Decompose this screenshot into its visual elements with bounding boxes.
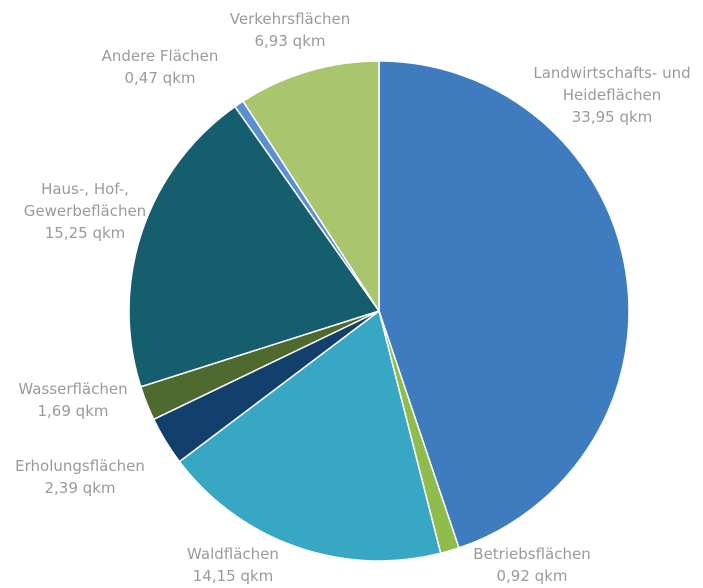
slice-label: Wasserflächen 1,69 qkm: [0, 378, 153, 422]
value-label: 2,39 qkm: [44, 479, 116, 497]
slice-label: Betriebsflächen 0,92 qkm: [452, 543, 612, 587]
value-label: 14,15 qkm: [192, 567, 274, 585]
slice-label: Haus-, Hof-, Gewerbeflächen 15,25 qkm: [20, 178, 150, 244]
value-label: 15,25 qkm: [44, 224, 126, 242]
category-name: Haus-, Hof-, Gewerbeflächen: [23, 180, 147, 220]
slice-label: Erholungsflächen 2,39 qkm: [0, 455, 165, 499]
category-name: Wasserflächen: [18, 380, 128, 398]
value-label: 0,92 qkm: [496, 567, 568, 585]
slice-label: Waldflächen 14,15 qkm: [153, 543, 313, 587]
slice-label: Landwirtschafts- und Heideflächen 33,95 q…: [522, 62, 702, 128]
value-label: 6,93 qkm: [254, 32, 326, 50]
slice-label: Verkehrsflächen 6,93 qkm: [205, 8, 375, 52]
pie-slice: [378, 60, 630, 549]
category-name: Betriebsflächen: [473, 545, 591, 563]
slice-label: Andere Flächen 0,47 qkm: [80, 45, 240, 89]
category-name: Erholungsflächen: [15, 457, 145, 475]
pie-slice: [178, 309, 442, 562]
value-label: 1,69 qkm: [37, 402, 109, 420]
pie-slice: [242, 60, 380, 314]
category-name: Landwirtschafts- und Heideflächen: [533, 64, 691, 104]
category-name: Andere Flächen: [101, 47, 219, 65]
category-name: Verkehrsflächen: [229, 10, 351, 28]
category-name: Waldflächen: [187, 545, 279, 563]
value-label: 33,95 qkm: [571, 108, 653, 126]
value-label: 0,47 qkm: [124, 69, 196, 87]
pie-slice: [128, 105, 381, 388]
